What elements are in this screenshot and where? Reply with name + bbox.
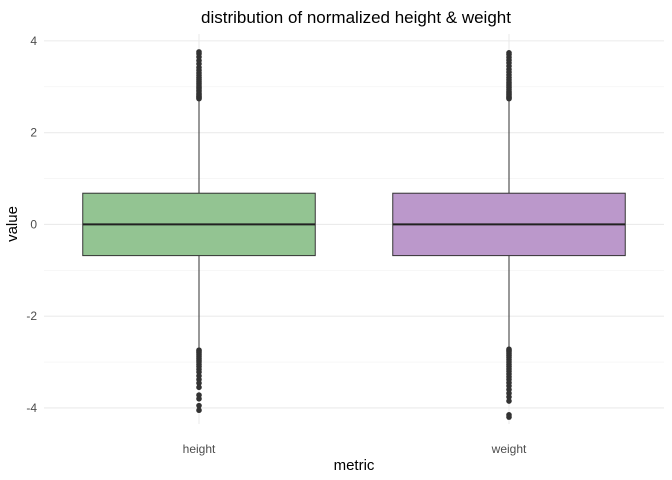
box-layer <box>82 49 626 420</box>
outlier-point <box>196 380 202 386</box>
y-tick-label: -4 <box>26 401 37 415</box>
y-axis-title: value <box>4 206 21 242</box>
chart-title: distribution of normalized height & weig… <box>201 8 511 27</box>
x-tick-label: height <box>183 442 216 456</box>
outlier-point <box>196 395 202 402</box>
outlier-point <box>506 394 512 400</box>
box-weight <box>392 50 626 420</box>
outlier-point <box>196 402 202 409</box>
outlier-point <box>506 398 512 404</box>
y-tick-label: -2 <box>26 309 37 323</box>
y-tick-label: 0 <box>30 217 37 231</box>
outlier-point <box>196 407 202 414</box>
outlier-point <box>506 414 512 420</box>
x-axis-title: metric <box>334 457 375 474</box>
x-tick-label: weight <box>491 442 527 456</box>
y-tick-label: 4 <box>30 34 37 48</box>
outlier-point <box>506 50 512 56</box>
tick-labels: -4 -2 0 2 4 height weight <box>26 34 527 456</box>
box-height <box>82 49 316 414</box>
y-tick-label: 2 <box>30 126 37 140</box>
outlier-point <box>196 384 202 391</box>
outlier-point <box>196 49 202 55</box>
